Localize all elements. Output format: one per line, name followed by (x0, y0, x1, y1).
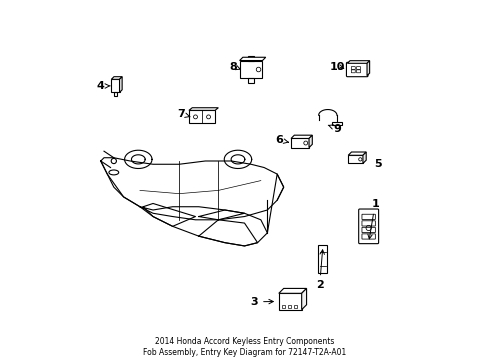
Polygon shape (278, 288, 306, 293)
Text: 10: 10 (329, 62, 345, 72)
Bar (111, 79, 119, 93)
Bar (114, 93, 117, 96)
Polygon shape (290, 135, 312, 139)
Bar (278, 293, 301, 310)
Polygon shape (366, 61, 369, 76)
Text: 9: 9 (327, 123, 341, 134)
Text: 2: 2 (315, 250, 324, 291)
Polygon shape (188, 108, 218, 111)
Text: 5: 5 (374, 159, 382, 169)
Polygon shape (111, 77, 122, 79)
Bar (318, 245, 327, 273)
Text: 4: 4 (97, 81, 110, 91)
Bar (248, 78, 253, 84)
Polygon shape (239, 57, 265, 60)
Bar (293, 305, 297, 308)
Bar (331, 122, 341, 125)
Text: 6: 6 (274, 135, 288, 145)
Text: 1: 1 (367, 199, 378, 239)
Polygon shape (308, 135, 312, 148)
Bar (188, 111, 215, 123)
Text: 8: 8 (229, 62, 240, 72)
Bar (347, 155, 362, 163)
Bar (248, 56, 253, 60)
Text: 2014 Honda Accord Keyless Entry Components
Fob Assembly, Entry Key Diagram for 7: 2014 Honda Accord Keyless Entry Componen… (142, 337, 346, 357)
Text: 3: 3 (250, 297, 273, 307)
Polygon shape (301, 288, 306, 310)
Polygon shape (347, 152, 366, 155)
Bar (282, 305, 285, 308)
Polygon shape (119, 77, 122, 93)
Bar (287, 305, 291, 308)
Polygon shape (362, 152, 366, 163)
Bar (290, 139, 308, 148)
Bar (239, 60, 262, 78)
Polygon shape (346, 61, 369, 63)
Text: 7: 7 (177, 109, 190, 119)
